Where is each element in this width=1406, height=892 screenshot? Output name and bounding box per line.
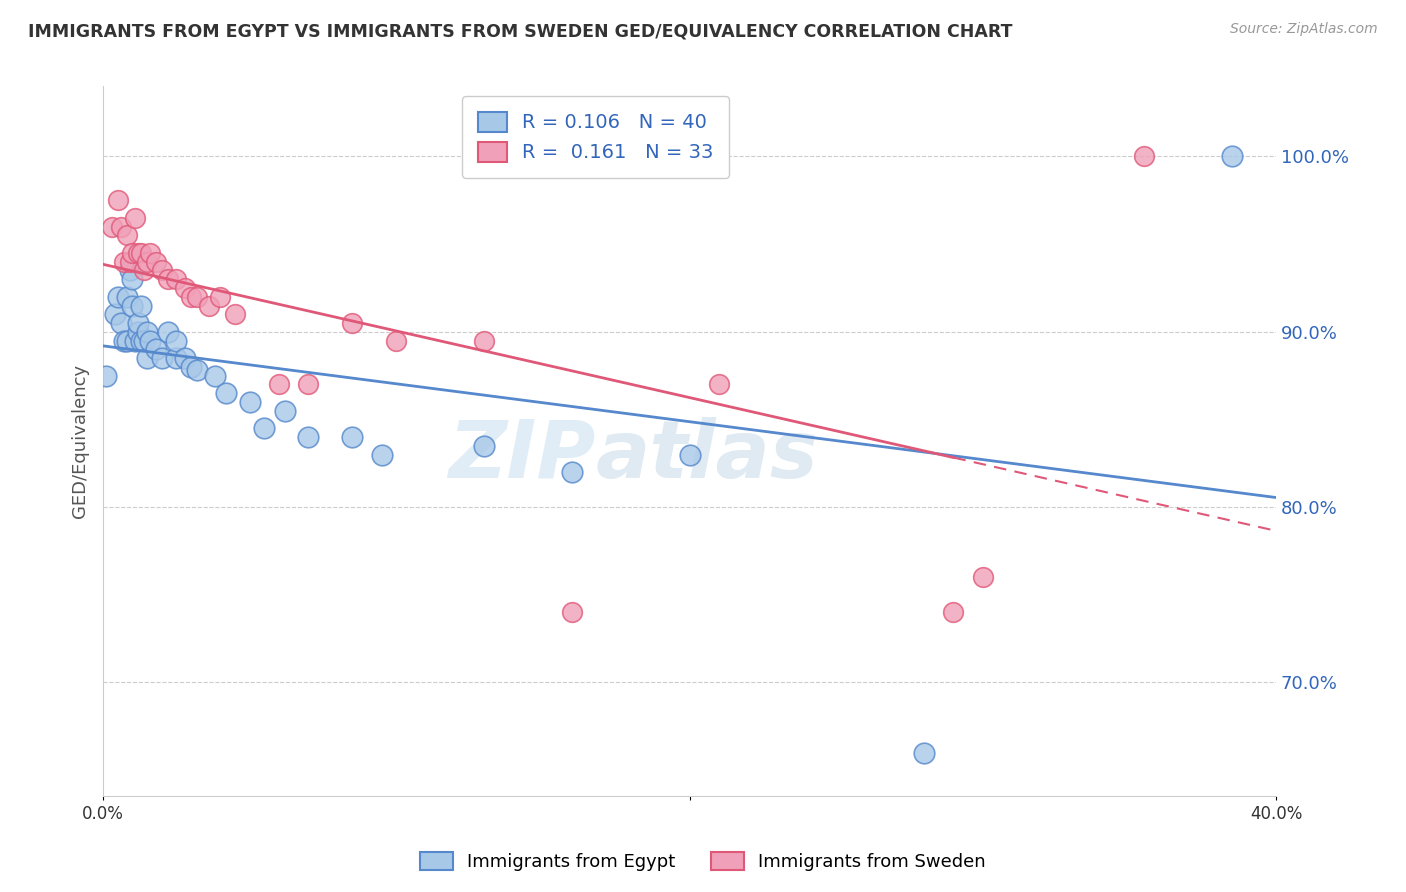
- Point: [342, 316, 364, 330]
- Point: [370, 448, 392, 462]
- Point: [174, 281, 197, 295]
- Point: [104, 307, 127, 321]
- Point: [707, 377, 730, 392]
- Point: [110, 219, 132, 234]
- Point: [115, 290, 138, 304]
- Point: [186, 363, 208, 377]
- Point: [472, 439, 495, 453]
- Point: [297, 430, 319, 444]
- Point: [204, 368, 226, 383]
- Point: [139, 334, 162, 348]
- Point: [136, 325, 159, 339]
- Point: [107, 290, 129, 304]
- Point: [297, 377, 319, 392]
- Point: [165, 334, 187, 348]
- Point: [136, 351, 159, 365]
- Point: [134, 334, 156, 348]
- Point: [267, 377, 290, 392]
- Point: [215, 386, 238, 401]
- Point: [115, 334, 138, 348]
- Point: [180, 290, 202, 304]
- Point: [127, 246, 149, 260]
- Legend: Immigrants from Egypt, Immigrants from Sweden: Immigrants from Egypt, Immigrants from S…: [413, 845, 993, 879]
- Point: [1133, 149, 1156, 163]
- Point: [107, 194, 129, 208]
- Point: [385, 334, 408, 348]
- Text: atlas: atlas: [596, 417, 818, 494]
- Point: [121, 272, 143, 286]
- Point: [118, 263, 141, 277]
- Point: [150, 351, 173, 365]
- Legend: R = 0.106   N = 40, R =  0.161   N = 33: R = 0.106 N = 40, R = 0.161 N = 33: [463, 96, 730, 178]
- Point: [136, 254, 159, 268]
- Point: [129, 334, 152, 348]
- Point: [1220, 149, 1243, 163]
- Point: [127, 316, 149, 330]
- Point: [239, 395, 262, 409]
- Point: [124, 334, 146, 348]
- Point: [472, 334, 495, 348]
- Point: [115, 228, 138, 243]
- Point: [129, 246, 152, 260]
- Text: IMMIGRANTS FROM EGYPT VS IMMIGRANTS FROM SWEDEN GED/EQUIVALENCY CORRELATION CHAR: IMMIGRANTS FROM EGYPT VS IMMIGRANTS FROM…: [28, 22, 1012, 40]
- Point: [129, 299, 152, 313]
- Point: [342, 430, 364, 444]
- Point: [139, 246, 162, 260]
- Point: [101, 219, 124, 234]
- Point: [134, 263, 156, 277]
- Text: Source: ZipAtlas.com: Source: ZipAtlas.com: [1230, 22, 1378, 37]
- Point: [124, 211, 146, 225]
- Point: [197, 299, 219, 313]
- Point: [253, 421, 276, 435]
- Point: [165, 272, 187, 286]
- Point: [118, 254, 141, 268]
- Point: [186, 290, 208, 304]
- Point: [678, 448, 700, 462]
- Point: [561, 605, 583, 619]
- Point: [224, 307, 246, 321]
- Point: [110, 316, 132, 330]
- Point: [180, 359, 202, 374]
- Point: [209, 290, 232, 304]
- Point: [165, 351, 187, 365]
- Point: [561, 465, 583, 479]
- Y-axis label: GED/Equivalency: GED/Equivalency: [72, 364, 89, 518]
- Point: [94, 368, 117, 383]
- Point: [156, 325, 179, 339]
- Point: [127, 325, 149, 339]
- Point: [150, 263, 173, 277]
- Point: [121, 246, 143, 260]
- Point: [156, 272, 179, 286]
- Point: [145, 343, 167, 357]
- Point: [274, 403, 297, 417]
- Point: [942, 605, 965, 619]
- Point: [972, 570, 994, 584]
- Point: [121, 299, 143, 313]
- Point: [912, 746, 935, 760]
- Point: [112, 254, 135, 268]
- Point: [174, 351, 197, 365]
- Point: [112, 334, 135, 348]
- Point: [145, 254, 167, 268]
- Text: ZIP: ZIP: [449, 417, 596, 494]
